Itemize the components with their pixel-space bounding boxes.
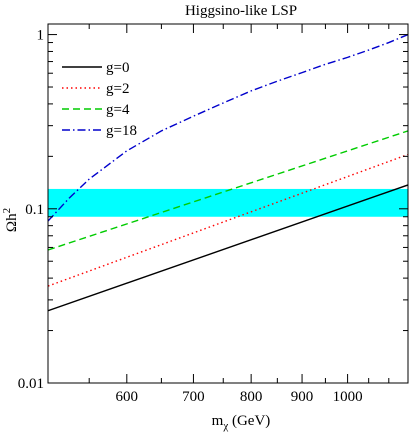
x-tick-label: 600 bbox=[116, 389, 139, 405]
x-tick-label: 900 bbox=[291, 389, 314, 405]
legend-label-g0: g=0 bbox=[106, 60, 129, 76]
plot-frame bbox=[47, 23, 409, 384]
legend-label-g18: g=18 bbox=[106, 123, 137, 139]
y-axis-label: Ωh2 bbox=[1, 208, 20, 232]
legend: g=0 g=2 g=4 g=18 bbox=[62, 60, 137, 139]
series-line-g18 bbox=[48, 33, 408, 222]
x-tick-label: 700 bbox=[182, 389, 205, 405]
legend-label-g4: g=4 bbox=[106, 102, 130, 118]
x-tick-label: 1000 bbox=[333, 389, 363, 405]
series-line-g4 bbox=[48, 130, 408, 251]
legend-label-g2: g=2 bbox=[106, 81, 129, 97]
x-axis-label: mχ (GeV) bbox=[212, 413, 271, 432]
y-tick-label: 0.1 bbox=[25, 202, 44, 218]
chart-title: Higgsino-like LSP bbox=[185, 3, 297, 19]
plot-area bbox=[48, 33, 408, 312]
y-tick-label: 0.01 bbox=[18, 376, 44, 392]
series-line-g2 bbox=[48, 153, 408, 287]
series-line-g0 bbox=[48, 184, 408, 312]
x-tick-label: 800 bbox=[240, 389, 263, 405]
y-tick-label: 1 bbox=[37, 28, 45, 44]
relic-density-band bbox=[48, 188, 408, 217]
axes: 0.01 0.1 1 600 700 800 900 1000 bbox=[18, 23, 409, 405]
